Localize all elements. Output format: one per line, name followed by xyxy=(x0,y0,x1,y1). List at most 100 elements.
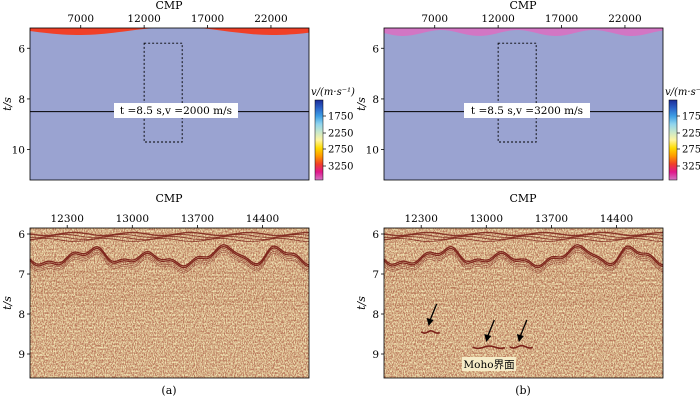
velocity-annotation-a-text: t =8.5 s,v =2000 m/s xyxy=(120,105,232,117)
basement-reflector xyxy=(29,245,310,269)
x-tick-label: 12000 xyxy=(481,13,514,25)
zoom-box-a xyxy=(143,42,183,143)
y-tick-label: 8 xyxy=(372,94,379,106)
y-ticks-a-bottom: 6 7 8 9 xyxy=(18,229,30,361)
arrow-icon xyxy=(426,318,434,326)
x-tick-label: 7000 xyxy=(67,13,94,25)
colorbar-tick-label: 2250 xyxy=(682,129,700,140)
moho-arrow-shaft xyxy=(519,319,528,337)
y-axis-title-b-top: t/s xyxy=(355,97,368,111)
y-tick-label: 6 xyxy=(18,43,25,55)
x-tick-label: 13000 xyxy=(116,213,149,225)
x-tick-label: 17000 xyxy=(191,13,224,25)
x-tick-label: 17000 xyxy=(545,13,578,25)
seafloor-reflector xyxy=(29,238,310,242)
x-tick-label: 14400 xyxy=(246,213,279,225)
panel-label-a: (a) xyxy=(161,384,176,397)
x-tick-label: 22000 xyxy=(608,13,641,25)
sediment-reflector xyxy=(29,275,310,281)
seafloor-reflector xyxy=(383,234,664,238)
sediment-reflector xyxy=(383,299,664,305)
basement-reflector xyxy=(383,251,664,274)
frame-b-top xyxy=(383,27,664,181)
reflectors-b xyxy=(383,231,664,309)
sediment-reflector xyxy=(29,303,310,309)
velocity-annotation-a: t =8.5 s,v =2000 m/s xyxy=(114,103,238,118)
sediment-reflector xyxy=(29,295,310,301)
y-tick-label: 6 xyxy=(18,229,25,241)
seismic-noise-a xyxy=(30,228,309,378)
y-tick-label: 10 xyxy=(12,145,25,157)
sediment-reflector xyxy=(383,271,664,277)
sediment-reflector xyxy=(383,303,664,309)
basement-reflector xyxy=(383,249,664,272)
y-tick-label: 8 xyxy=(18,309,25,321)
x-axis-title-a-top: CMP xyxy=(155,0,183,12)
basement-reflector xyxy=(29,249,310,272)
arrow-icon xyxy=(516,334,524,342)
colorbar-a xyxy=(314,99,324,181)
sediment-reflector xyxy=(383,283,664,289)
basement-reflector xyxy=(383,248,664,270)
velocity-annotation-b: t =8.5 s,v =3200 m/s xyxy=(464,103,590,118)
y-ticks-b-bottom: 6 7 8 9 xyxy=(372,229,384,361)
x-ticks-b-bottom: 12300 13000 13700 14400 xyxy=(404,213,633,228)
sediment-reflector xyxy=(29,283,310,289)
x-tick-label: 13000 xyxy=(470,213,503,225)
x-tick-label: 14400 xyxy=(600,213,633,225)
seafloor-reflector xyxy=(383,231,664,237)
moho-arrow-shaft xyxy=(487,319,495,337)
colorbar-tick-label: 3250 xyxy=(328,162,353,173)
colorbar-tick-label: 1750 xyxy=(682,112,700,123)
sediment-reflector xyxy=(383,279,664,285)
seismic-panel-b: Moho界面 CMP 12300 13000 13700 14400 6 7 8 9 t/s… xyxy=(355,192,664,397)
basement-reflector xyxy=(383,245,664,269)
y-tick-label: 10 xyxy=(366,145,379,157)
x-ticks-a-bottom: 12300 13000 13700 14400 xyxy=(50,213,279,228)
arrow-icon xyxy=(484,334,492,342)
moho-reflector xyxy=(420,329,441,335)
x-axis-title-a-bottom: CMP xyxy=(155,192,183,205)
sediment-reflector xyxy=(29,287,309,293)
colorbar-tick-label: 2750 xyxy=(328,145,353,156)
velocity-panel-b: t =8.5 s,v =3200 m/s CMP 7000 12000 17000 2… xyxy=(355,0,700,181)
colorbar-ticks-a: 1750 2250 2750 3250 xyxy=(323,112,353,173)
sediment-reflector xyxy=(29,279,310,285)
sediment-reflector xyxy=(383,275,664,281)
y-ticks-b-top: 6 8 10 xyxy=(366,43,384,157)
zoom-box-b xyxy=(497,42,537,143)
moho-label: Moho界面 xyxy=(463,359,514,371)
y-tick-label: 9 xyxy=(372,349,379,361)
seafloor-reflector xyxy=(29,234,310,238)
colorbar-title-b: v/(m·s⁻¹) xyxy=(665,87,700,98)
basement-reflector xyxy=(29,251,310,274)
x-ticks-a-top: 7000 12000 17000 22000 xyxy=(67,13,288,28)
moho-arrow-shaft xyxy=(429,303,438,321)
basement-reflector xyxy=(29,248,310,270)
moho-reflections xyxy=(420,329,534,350)
x-axis-title-b-bottom: CMP xyxy=(509,192,537,205)
seafloor-reflector xyxy=(383,238,664,242)
y-tick-label: 7 xyxy=(372,269,379,281)
colorbar-tick-label: 3250 xyxy=(682,162,700,173)
basement-reflector xyxy=(29,244,310,267)
y-tick-label: 9 xyxy=(18,349,25,361)
reflectors-a xyxy=(29,231,310,309)
x-tick-label: 7000 xyxy=(421,13,448,25)
x-tick-label: 12000 xyxy=(127,13,160,25)
colorbar-ticks-b: 1750 2250 2750 3250 xyxy=(677,112,700,173)
colorbar-tick-label: 2250 xyxy=(328,129,353,140)
sediment-reflector xyxy=(29,299,310,305)
x-ticks-b-top: 7000 12000 17000 22000 xyxy=(421,13,642,28)
sediment-reflector xyxy=(383,295,664,301)
seismic-panel-a: CMP 12300 13000 13700 14400 6 7 8 9 t/s (a) xyxy=(1,192,310,397)
x-tick-label: 13700 xyxy=(181,213,214,225)
y-axis-title-a-bottom: t/s xyxy=(1,296,14,310)
moho-arrows xyxy=(426,303,528,342)
seismic-noise-b xyxy=(384,228,663,378)
x-tick-label: 13700 xyxy=(535,213,568,225)
sediment-reflector xyxy=(383,291,664,297)
moho-reflector xyxy=(509,344,534,349)
x-tick-label: 12300 xyxy=(50,213,83,225)
panel-label-b: (b) xyxy=(515,384,531,397)
